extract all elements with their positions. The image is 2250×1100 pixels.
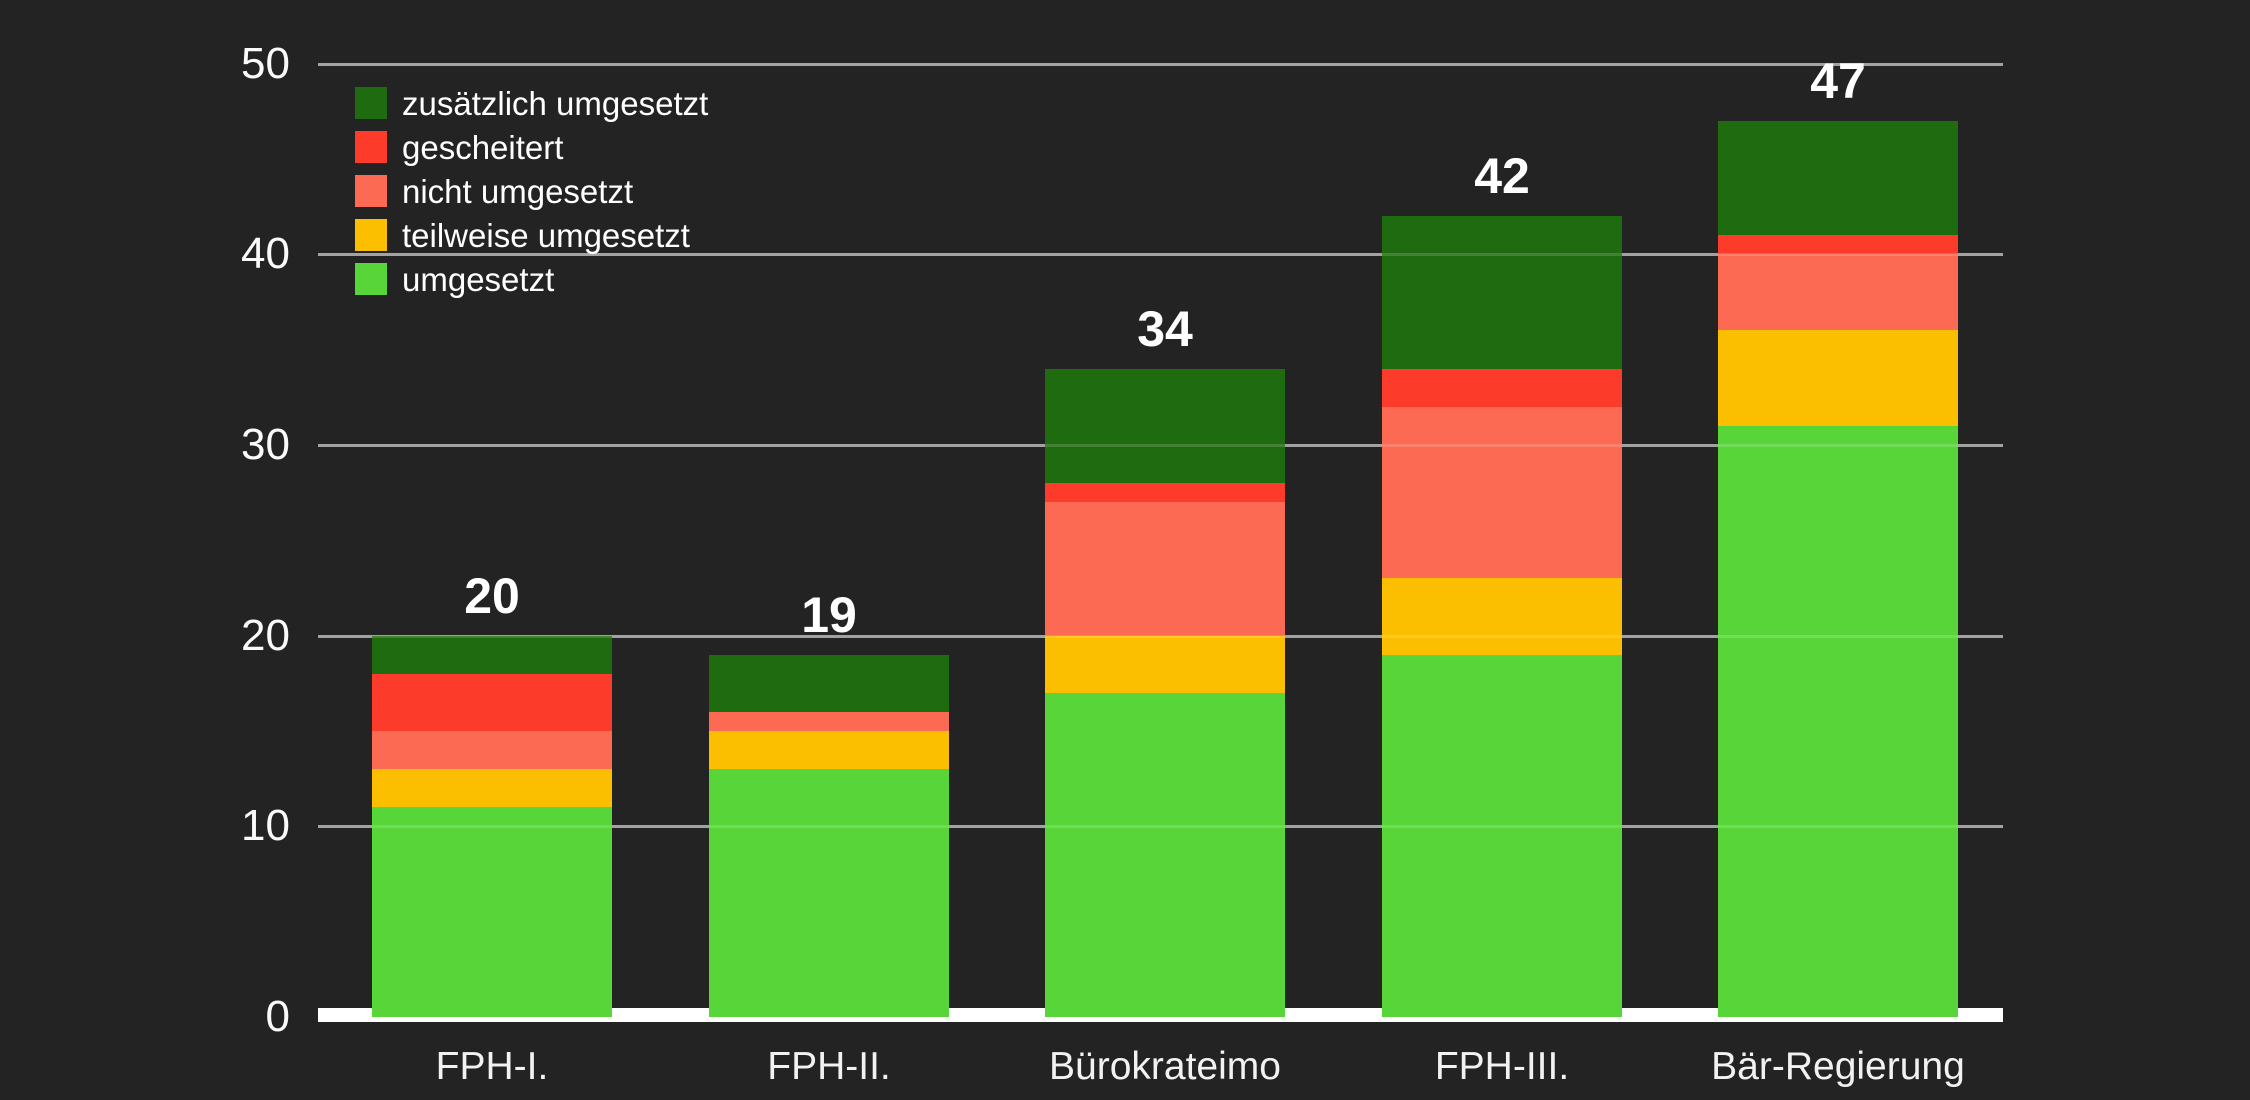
segment-nicht-umgesetzt: [1045, 502, 1285, 636]
legend-swatch-gescheitert: [355, 131, 387, 163]
y-tick-label-0: 0: [265, 992, 290, 1041]
legend-item-umgesetzt: umgesetzt: [355, 257, 708, 301]
total-label-fph-ii-: 19: [801, 587, 857, 643]
segment-teilweise-umgesetzt: [1382, 578, 1622, 655]
bar-fph-i-: [372, 636, 612, 1017]
segment-gescheitert: [1382, 369, 1622, 407]
legend-item-teilweise-umgesetzt: teilweise umgesetzt: [355, 213, 708, 257]
segment-nicht-umgesetzt: [709, 712, 949, 731]
category-label-fph-iii-: FPH-III.: [1434, 1045, 1570, 1088]
total-label-bürokrateimo: 34: [1137, 301, 1193, 357]
segment-teilweise-umgesetzt: [372, 769, 612, 807]
gridline-y50: [318, 63, 2003, 66]
segment-gescheitert: [372, 674, 612, 731]
legend-item-gescheitert: gescheitert: [355, 125, 708, 169]
segment-nicht-umgesetzt: [1382, 407, 1622, 578]
y-tick-label-50: 50: [241, 39, 290, 88]
legend-label-teilweise-umgesetzt: teilweise umgesetzt: [402, 216, 690, 254]
category-label-fph-i-: FPH-I.: [435, 1045, 549, 1088]
segment-zusätzlich-umgesetzt: [372, 636, 612, 674]
gridline-overlay-y50: [318, 63, 2003, 66]
legend-label-zusätzlich-umgesetzt: zusätzlich umgesetzt: [402, 84, 709, 122]
gridline-y40: [318, 253, 2003, 256]
gridline-overlay-y10: [318, 825, 2003, 828]
segment-teilweise-umgesetzt: [709, 731, 949, 769]
y-tick-label-30: 30: [241, 420, 290, 469]
segment-umgesetzt: [1718, 426, 1958, 1017]
y-tick-label-10: 10: [241, 801, 290, 850]
category-label-bürokrateimo: Bürokrateimo: [1049, 1045, 1281, 1088]
gridline-overlay-y40: [318, 253, 2003, 256]
bar-fph-iii-: [1382, 216, 1622, 1017]
legend-swatch-zusätzlich-umgesetzt: [355, 87, 387, 119]
category-label-fph-ii-: FPH-II.: [767, 1045, 891, 1088]
segment-umgesetzt: [1045, 693, 1285, 1017]
segment-gescheitert: [1718, 235, 1958, 254]
legend-label-umgesetzt: umgesetzt: [402, 260, 555, 298]
y-tick-label-40: 40: [241, 229, 290, 278]
segment-nicht-umgesetzt: [1718, 254, 1958, 330]
segment-zusätzlich-umgesetzt: [709, 655, 949, 712]
legend-label-nicht-umgesetzt: nicht umgesetzt: [402, 172, 634, 210]
legend-swatch-umgesetzt: [355, 263, 387, 295]
legend-item-zusätzlich-umgesetzt: zusätzlich umgesetzt: [355, 81, 708, 125]
segment-umgesetzt: [1382, 655, 1622, 1017]
bar-bürokrateimo: [1045, 369, 1285, 1017]
category-label-bär-regierung: Bär-Regierung: [1711, 1045, 1965, 1088]
legend-swatch-nicht-umgesetzt: [355, 175, 387, 207]
y-tick-label-20: 20: [241, 611, 290, 660]
bar-fph-ii-: [709, 655, 949, 1017]
total-label-fph-i-: 20: [464, 568, 520, 624]
segment-umgesetzt: [372, 807, 612, 1017]
segment-gescheitert: [1045, 483, 1285, 502]
legend: zusätzlich umgesetzt gescheitert nicht umg…: [355, 81, 708, 301]
legend-item-nicht-umgesetzt: nicht umgesetzt: [355, 169, 708, 213]
gridline-overlay-y30: [318, 444, 2003, 447]
segment-zusätzlich-umgesetzt: [1718, 121, 1958, 235]
bar-bär-regierung: [1718, 121, 1958, 1017]
legend-label-gescheitert: gescheitert: [402, 128, 564, 166]
segment-nicht-umgesetzt: [372, 731, 612, 769]
total-label-fph-iii-: 42: [1474, 148, 1530, 204]
segment-zusätzlich-umgesetzt: [1382, 216, 1622, 369]
segment-umgesetzt: [709, 769, 949, 1017]
segment-zusätzlich-umgesetzt: [1045, 369, 1285, 483]
segment-teilweise-umgesetzt: [1718, 330, 1958, 426]
segment-teilweise-umgesetzt: [1045, 636, 1285, 693]
total-label-bär-regierung: 47: [1810, 53, 1866, 109]
legend-swatch-teilweise-umgesetzt: [355, 219, 387, 251]
gridline-overlay-y20: [318, 635, 2003, 638]
